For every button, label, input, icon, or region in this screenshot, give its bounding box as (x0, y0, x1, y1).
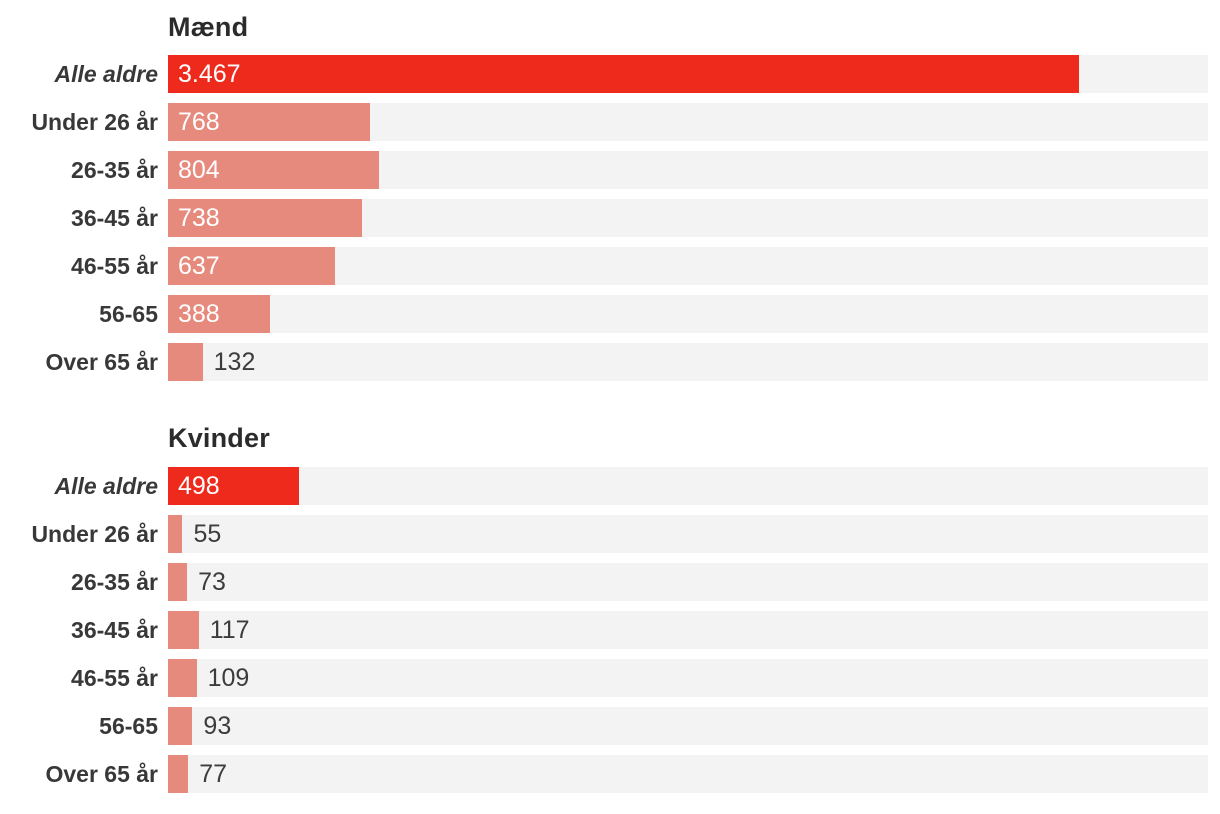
bar-row-label: 26-35 år (71, 568, 158, 595)
bar-row: Over 65 år 77 (0, 755, 1208, 793)
bar-row-label: Under 26 år (31, 520, 158, 547)
bar-fill (168, 659, 197, 697)
bar-value: 738 (178, 204, 220, 232)
bar-row-label: Under 26 år (31, 108, 158, 135)
bar-track: 3.467 (168, 55, 1208, 93)
bar-fill (168, 343, 203, 381)
bar-value: 109 (207, 664, 250, 692)
bar-fill (168, 611, 199, 649)
bar-row: 46-55 år 637 (0, 247, 1208, 285)
bar-track: 117 (168, 611, 1208, 649)
bar-row: Alle aldre 3.467 (0, 55, 1208, 93)
bar-track: 55 (168, 515, 1208, 553)
bar-row-label: 36-45 år (71, 204, 158, 231)
bar-row: 56-65 93 (0, 707, 1208, 745)
bar-row: Under 26 år 55 (0, 515, 1208, 553)
bar-row-label: 46-55 år (71, 664, 158, 691)
bar-row-label: 36-45 år (71, 616, 158, 643)
bar-value: 73 (198, 568, 226, 596)
bar-track: 109 (168, 659, 1208, 697)
bar-value: 77 (199, 760, 228, 788)
bar-track: 498 (168, 467, 1208, 505)
bar-row: 36-45 år 117 (0, 611, 1208, 649)
bar-row: Under 26 år 768 (0, 103, 1208, 141)
bar-row: 46-55 år 109 (0, 659, 1208, 697)
bar-track: 388 (168, 295, 1208, 333)
bar-value: 3.467 (178, 60, 241, 88)
bar-fill (168, 151, 380, 189)
chart-kvinder: Kvinder Alle aldre 498 Under 26 år 55 26-35 … (0, 423, 1208, 793)
bar-row: Alle aldre 498 (0, 467, 1208, 505)
bar-fill (168, 247, 336, 285)
bar-row: 36-45 år 738 (0, 199, 1208, 237)
chart-rows-kvinder: Alle aldre 498 Under 26 år 55 26-35 år 73 36-4… (0, 467, 1208, 793)
bar-track: 132 (168, 343, 1208, 381)
bar-row-label: Over 65 år (45, 348, 158, 375)
bar-value: 498 (178, 472, 220, 500)
chart-rows-maend: Alle aldre 3.467 Under 26 år 768 26-35 år 804… (0, 55, 1208, 381)
bar-value: 132 (213, 348, 256, 376)
bar-value: 637 (178, 252, 220, 280)
bar-value: 55 (193, 520, 222, 548)
bar-fill-highlight (168, 55, 1079, 93)
bar-row: Over 65 år 132 (0, 343, 1208, 381)
bar-value: 768 (178, 108, 220, 136)
bar-row-label: Alle aldre (54, 60, 158, 87)
bar-row-label: 56-65 (99, 300, 158, 327)
bar-fill (168, 515, 183, 553)
bar-fill (168, 707, 193, 745)
bar-row: 26-35 år 73 (0, 563, 1208, 601)
bar-row-label: 56-65 (99, 712, 158, 739)
bar-value: 93 (203, 712, 232, 740)
bar-fill (168, 199, 362, 237)
bar-track: 77 (168, 755, 1208, 793)
bar-fill-highlight (168, 467, 299, 505)
bar-track: 637 (168, 247, 1208, 285)
bar-value: 804 (178, 156, 220, 184)
bar-value: 117 (209, 616, 250, 644)
bar-row: 26-35 år 804 (0, 151, 1208, 189)
bar-fill (168, 563, 188, 601)
bar-track: 804 (168, 151, 1208, 189)
bar-row: 56-65 388 (0, 295, 1208, 333)
bar-row-label: Over 65 år (45, 760, 158, 787)
bar-track: 738 (168, 199, 1208, 237)
bar-fill (168, 103, 370, 141)
bar-value: 388 (178, 300, 220, 328)
bar-track: 93 (168, 707, 1208, 745)
bar-row-label: 46-55 år (71, 252, 158, 279)
bar-track: 768 (168, 103, 1208, 141)
chart-title-maend: Mænd (168, 12, 249, 42)
bar-row-label: 26-35 år (71, 156, 158, 183)
bar-row-label: Alle aldre (54, 472, 158, 499)
chart-title-kvinder: Kvinder (168, 423, 270, 453)
bar-fill (168, 755, 189, 793)
chart-maend: Mænd Alle aldre 3.467 Under 26 år 768 26-35 … (0, 12, 1208, 381)
bar-fill (168, 295, 270, 333)
bar-track: 73 (168, 563, 1208, 601)
